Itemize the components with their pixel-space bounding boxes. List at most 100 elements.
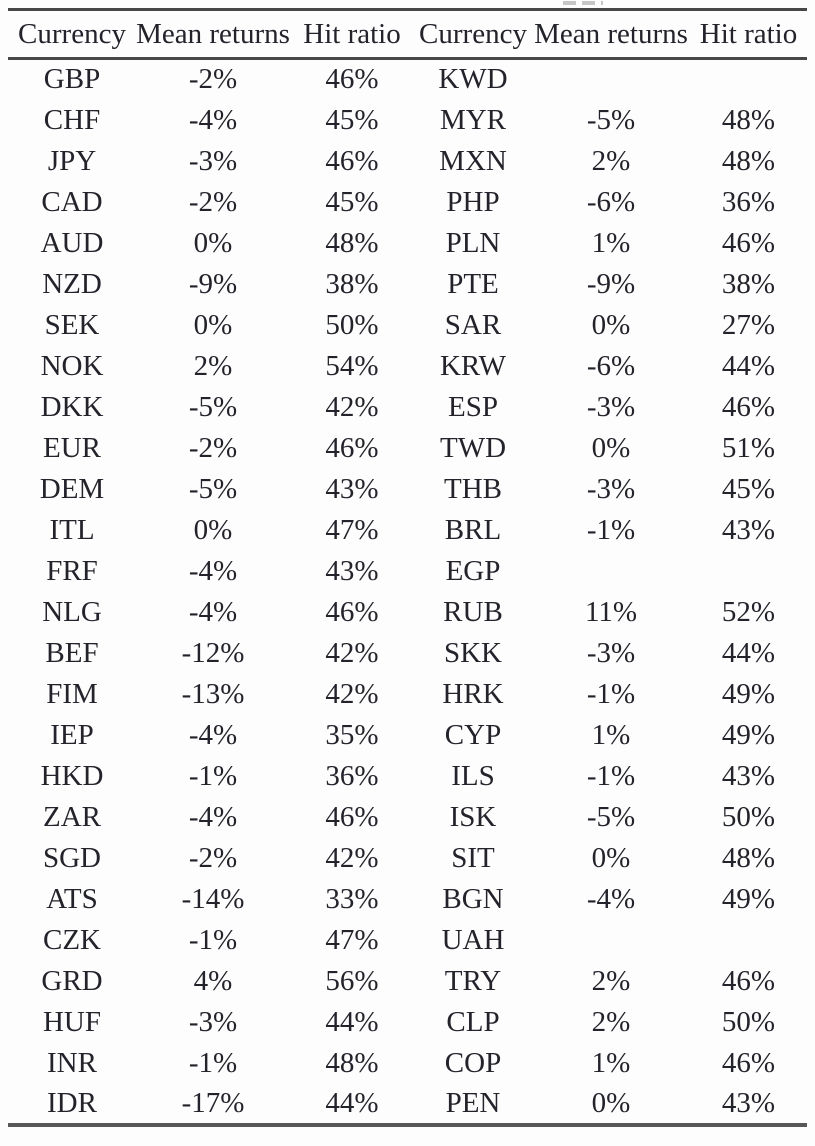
table-header: Currency Mean returns Hit ratio Currency Mea… bbox=[8, 10, 807, 59]
currency-cell: TRY bbox=[444, 964, 502, 997]
hit-ratio-cell: 56% bbox=[325, 964, 379, 997]
currency-cell: FRF bbox=[46, 554, 98, 587]
currency-cell: NOK bbox=[40, 349, 104, 382]
hit-ratio-cell: 48% bbox=[325, 1046, 379, 1079]
table-row: ITL 0% 47% BRL -1% 43% bbox=[8, 510, 807, 551]
currency-cell: HUF bbox=[42, 1005, 101, 1038]
mean-returns-cell: 0% bbox=[193, 226, 233, 259]
currency-cell: INR bbox=[47, 1046, 97, 1079]
mean-returns-cell: -2% bbox=[188, 63, 238, 96]
hit-ratio-cell: 50% bbox=[325, 308, 379, 341]
hit-ratio-cell: 42% bbox=[325, 636, 379, 669]
mean-returns-cell: -3% bbox=[188, 1005, 238, 1038]
currency-cell: THB bbox=[444, 472, 502, 505]
hit-ratio-cell: 50% bbox=[721, 800, 776, 833]
table-row: BEF -12% 42% SKK -3% 44% bbox=[8, 633, 807, 674]
mean-returns-cell: -14% bbox=[181, 882, 245, 915]
mean-returns-cell: 2% bbox=[193, 349, 233, 382]
mean-returns-cell: -1% bbox=[586, 513, 636, 546]
mean-returns-cell: -4% bbox=[188, 800, 238, 833]
currency-cell: MYR bbox=[439, 103, 507, 136]
mean-returns-cell: 1% bbox=[591, 718, 631, 751]
mean-returns-cell: -13% bbox=[181, 677, 245, 710]
mean-returns-cell: 0% bbox=[193, 308, 233, 341]
currency-cell: CYP bbox=[444, 718, 502, 751]
mean-returns-cell: -4% bbox=[188, 718, 238, 751]
mean-returns-cell: -1% bbox=[188, 923, 238, 956]
currency-cell: BRL bbox=[444, 513, 502, 546]
hit-ratio-cell bbox=[690, 551, 807, 592]
mean-returns-cell: -5% bbox=[586, 103, 636, 136]
table-row: GBP -2% 46% KWD bbox=[8, 59, 807, 100]
hit-ratio-cell: 46% bbox=[721, 390, 776, 423]
hit-ratio-cell: 45% bbox=[325, 185, 379, 218]
table-body: GBP -2% 46% KWD CHF -4% 45% MYR -5% 48% JPY -3% 46% M… bbox=[8, 59, 807, 1125]
table-row: ZAR -4% 46% ISK -5% 50% bbox=[8, 797, 807, 838]
table-row: CAD -2% 45% PHP -6% 36% bbox=[8, 182, 807, 223]
hit-ratio-cell: 47% bbox=[325, 923, 379, 956]
mean-returns-cell: 2% bbox=[591, 964, 631, 997]
mean-returns-cell: 2% bbox=[591, 144, 631, 177]
hit-ratio-cell: 48% bbox=[721, 841, 776, 874]
table-row: IEP -4% 35% CYP 1% 49% bbox=[8, 715, 807, 756]
currency-cell: EUR bbox=[43, 431, 101, 464]
hit-ratio-cell: 38% bbox=[721, 267, 776, 300]
hit-ratio-cell: 38% bbox=[325, 267, 379, 300]
currency-cell: SAR bbox=[444, 308, 502, 341]
hit-ratio-cell: 49% bbox=[721, 718, 776, 751]
mean-returns-cell: 4% bbox=[193, 964, 233, 997]
hit-ratio-cell: 46% bbox=[721, 964, 776, 997]
mean-returns-cell: -1% bbox=[586, 759, 636, 792]
currency-cell: PTE bbox=[447, 267, 499, 300]
mean-returns-cell: -12% bbox=[181, 636, 245, 669]
currency-cell: CZK bbox=[43, 923, 101, 956]
table-row: DEM -5% 43% THB -3% 45% bbox=[8, 469, 807, 510]
mean-returns-cell: -3% bbox=[586, 390, 636, 423]
hit-ratio-cell: 36% bbox=[721, 185, 776, 218]
hit-ratio-cell: 36% bbox=[325, 759, 379, 792]
currency-cell: CLP bbox=[446, 1005, 500, 1038]
table-row: NLG -4% 46% RUB 11% 52% bbox=[8, 592, 807, 633]
mean-returns-cell: 0% bbox=[591, 841, 631, 874]
currency-cell: GBP bbox=[43, 63, 101, 96]
hit-ratio-cell: 43% bbox=[325, 472, 379, 505]
mean-returns-cell: -6% bbox=[586, 185, 636, 218]
mean-returns-cell: 0% bbox=[591, 1086, 631, 1119]
currency-cell: TWD bbox=[439, 431, 507, 464]
currency-cell: SEK bbox=[44, 308, 100, 341]
hit-ratio-cell: 44% bbox=[325, 1086, 379, 1119]
mean-returns-cell: -2% bbox=[188, 431, 238, 464]
mean-returns-cell: -17% bbox=[181, 1086, 245, 1119]
hit-ratio-cell: 45% bbox=[721, 472, 776, 505]
currency-cell: AUD bbox=[40, 226, 104, 259]
mean-returns-cell: -1% bbox=[188, 759, 238, 792]
currency-cell: DEM bbox=[39, 472, 105, 505]
header-cell: Hit ratio bbox=[699, 17, 798, 50]
table-row: FIM -13% 42% HRK -1% 49% bbox=[8, 674, 807, 715]
currency-cell: COP bbox=[444, 1046, 502, 1079]
mean-returns-cell: -4% bbox=[586, 882, 636, 915]
table-row: DKK -5% 42% ESP -3% 46% bbox=[8, 387, 807, 428]
mean-returns-cell: -3% bbox=[188, 144, 238, 177]
currency-cell: BEF bbox=[45, 636, 99, 669]
hit-ratio-cell: 48% bbox=[721, 103, 776, 136]
hit-ratio-cell: 42% bbox=[325, 677, 379, 710]
mean-returns-cell: 0% bbox=[193, 513, 233, 546]
currency-cell: KRW bbox=[439, 349, 507, 382]
mean-returns-cell: 1% bbox=[591, 1046, 631, 1079]
hit-ratio-cell: 48% bbox=[721, 144, 776, 177]
mean-returns-cell: -4% bbox=[188, 103, 238, 136]
mean-returns-cell: -9% bbox=[188, 267, 238, 300]
hit-ratio-cell: 44% bbox=[721, 349, 776, 382]
header-cell: Hit ratio bbox=[303, 17, 401, 50]
currency-cell: ITL bbox=[49, 513, 95, 546]
currency-cell: ATS bbox=[46, 882, 98, 915]
currency-cell: NZD bbox=[42, 267, 102, 300]
currency-cell: ISK bbox=[449, 800, 497, 833]
currency-cell: ESP bbox=[448, 390, 498, 423]
hit-ratio-cell: 43% bbox=[721, 1086, 776, 1119]
hit-ratio-cell: 46% bbox=[721, 226, 776, 259]
hit-ratio-cell: 50% bbox=[721, 1005, 776, 1038]
currency-cell: MXN bbox=[439, 144, 507, 177]
hit-ratio-cell: 54% bbox=[325, 349, 379, 382]
